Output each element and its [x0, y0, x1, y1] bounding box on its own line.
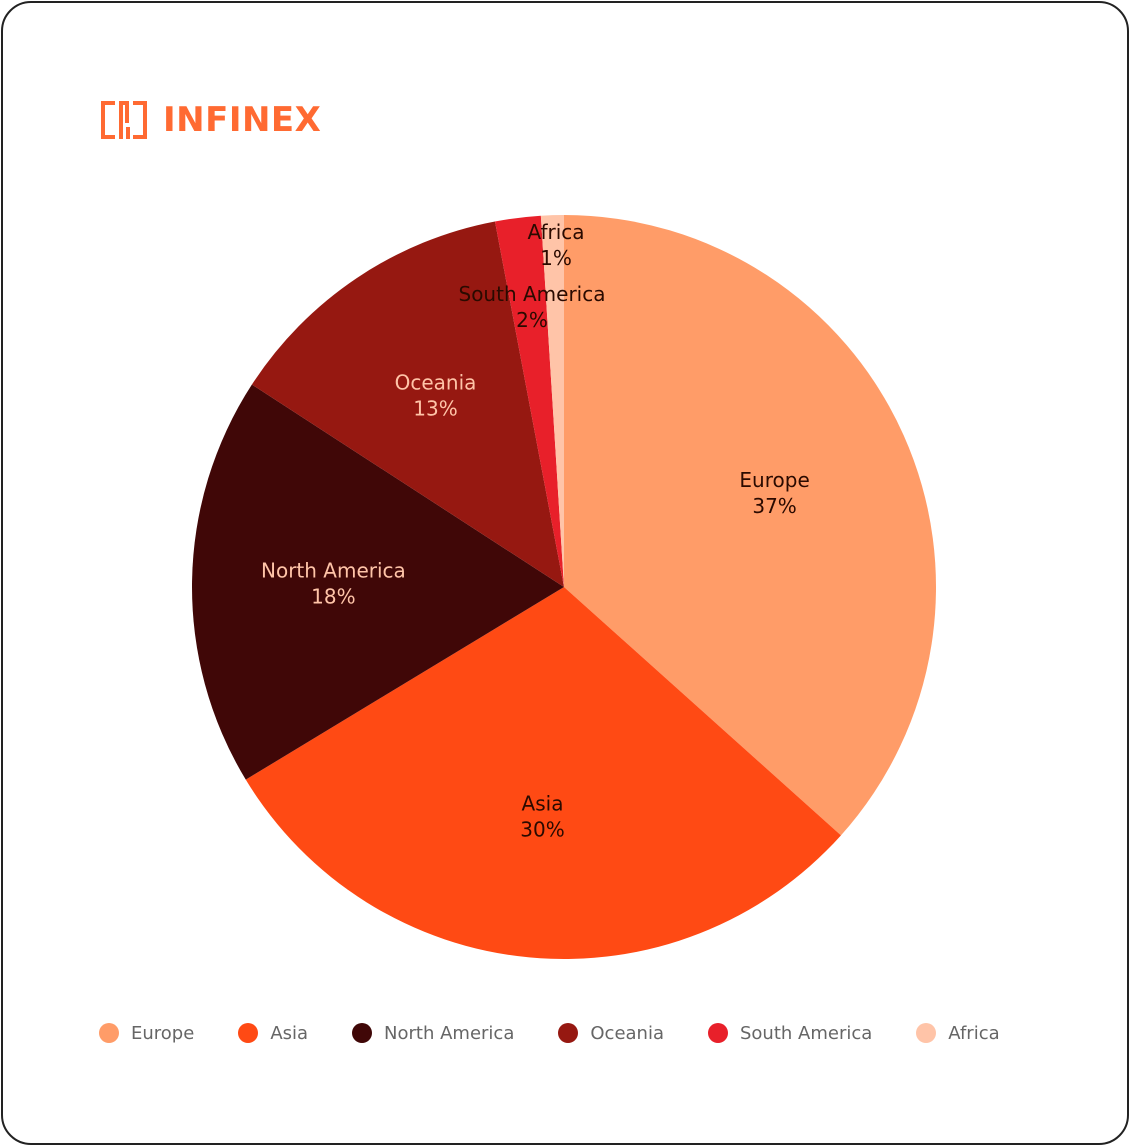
pie-slice-asia[interactable]: [245, 587, 841, 960]
slice-value-south-america: 2%: [516, 308, 548, 332]
slice-value-europe: 37%: [752, 494, 796, 518]
infinex-logo-icon: [101, 101, 147, 139]
slice-value-africa: 1%: [540, 246, 572, 270]
legend-label-north-america: North America: [384, 1022, 515, 1044]
legend-item-africa[interactable]: Africa: [916, 1022, 1000, 1044]
slice-label-europe: Europe: [739, 468, 809, 492]
legend-swatch-south-america: [707, 1023, 728, 1043]
legend-swatch-europe: [99, 1023, 119, 1043]
slice-label-oceania: Oceania: [395, 371, 477, 395]
slice-label-north-america: North America: [261, 558, 406, 582]
pie-slice-oceania[interactable]: [251, 221, 564, 587]
slice-label-south-america: South America: [459, 282, 606, 306]
legend-item-north-america[interactable]: North America: [352, 1023, 514, 1044]
legend-label-oceania: Oceania: [590, 1022, 664, 1044]
legend-label-asia: Asia: [270, 1022, 309, 1044]
brand-logo: INFINEX: [99, 99, 321, 141]
legend-item-south-america[interactable]: South America: [707, 1022, 873, 1044]
legend-item-oceania[interactable]: Oceania: [558, 1023, 664, 1044]
legend-item-asia[interactable]: Asia: [238, 1023, 308, 1044]
slice-label-asia: Asia: [522, 792, 564, 816]
slice-value-north-america: 18%: [311, 584, 355, 608]
slice-label-africa: Africa: [527, 220, 584, 244]
slice-value-oceania: 13%: [413, 397, 457, 421]
legend-label-south-america: South America: [739, 1022, 873, 1044]
slice-value-asia: 30%: [520, 818, 564, 842]
pie-slice-africa[interactable]: [540, 215, 564, 587]
legend-swatch-oceania: [558, 1023, 579, 1043]
legend-swatch-asia: [238, 1023, 259, 1043]
legend-item-europe[interactable]: Europe: [99, 1023, 194, 1044]
legend-label-africa: Africa: [948, 1022, 1000, 1044]
pie-slice-south-america[interactable]: [494, 215, 564, 587]
legend-label-europe: Europe: [131, 1022, 195, 1044]
pie-slice-north-america[interactable]: [191, 384, 565, 780]
legend-swatch-north-america: [352, 1023, 373, 1043]
chart-legend: Europe Asia North America Oceania South Amer…: [99, 1020, 1000, 1046]
brand-name: INFINEX: [163, 100, 322, 140]
legend-swatch-africa: [916, 1023, 937, 1043]
pie-slices: [191, 215, 937, 960]
pie-slice-europe[interactable]: [564, 215, 937, 836]
